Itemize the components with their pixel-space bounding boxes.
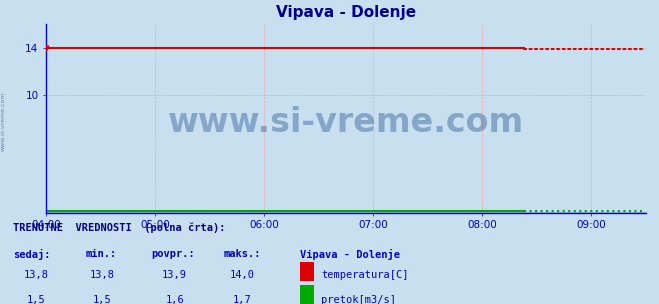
Text: 13,8: 13,8 — [24, 271, 49, 281]
Text: Vipava - Dolenje: Vipava - Dolenje — [300, 249, 400, 260]
Text: 14,0: 14,0 — [230, 271, 255, 281]
Text: povpr.:: povpr.: — [152, 249, 195, 259]
Text: min.:: min.: — [86, 249, 117, 259]
Text: 1,7: 1,7 — [233, 295, 252, 304]
Text: www.si-vreme.com: www.si-vreme.com — [1, 92, 6, 151]
Title: Vipava - Dolenje: Vipava - Dolenje — [276, 5, 416, 20]
Text: maks.:: maks.: — [224, 249, 262, 259]
Text: 1,5: 1,5 — [93, 295, 111, 304]
Text: pretok[m3/s]: pretok[m3/s] — [321, 295, 396, 304]
Bar — [300, 285, 314, 304]
Bar — [300, 262, 314, 281]
Text: 1,5: 1,5 — [27, 295, 45, 304]
Text: sedaj:: sedaj: — [13, 249, 51, 260]
Text: 13,9: 13,9 — [162, 271, 187, 281]
Text: www.si-vreme.com: www.si-vreme.com — [168, 106, 524, 139]
Text: TRENUTNE  VREDNOSTI  (polna črta):: TRENUTNE VREDNOSTI (polna črta): — [13, 223, 225, 233]
Text: 1,6: 1,6 — [165, 295, 184, 304]
Text: temperatura[C]: temperatura[C] — [321, 271, 409, 281]
Text: 13,8: 13,8 — [90, 271, 115, 281]
